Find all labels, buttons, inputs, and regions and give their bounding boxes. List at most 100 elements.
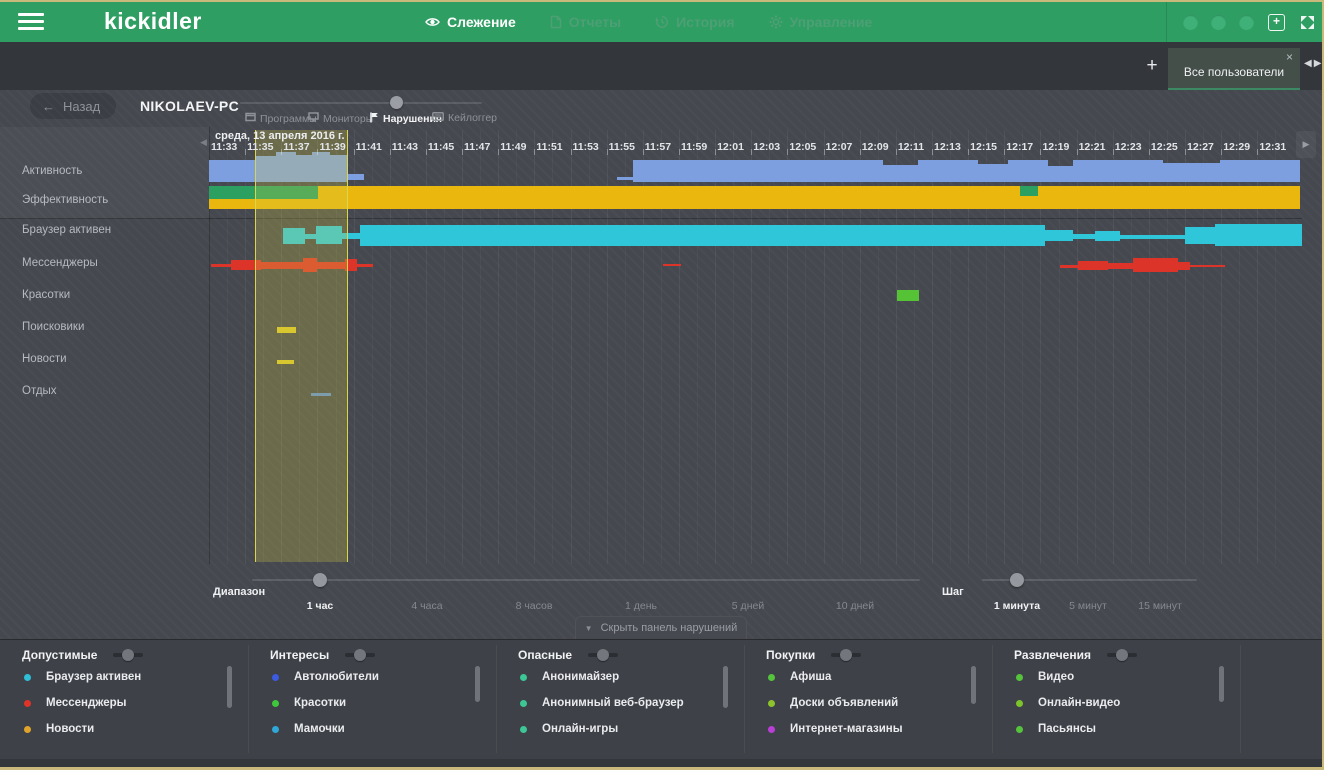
- timeline-bar-activity: [1073, 160, 1163, 182]
- group-toggle-switch[interactable]: [345, 649, 376, 661]
- violations-item[interactable]: Пасьянсы: [1016, 723, 1096, 735]
- slider-option[interactable]: 1 день: [625, 600, 657, 612]
- violations-item[interactable]: Браузер активен: [24, 671, 141, 683]
- fullscreen-icon[interactable]: [1299, 14, 1316, 31]
- menu-item-eye[interactable]: Слежение: [425, 14, 516, 30]
- slider-option[interactable]: 5 минут: [1069, 600, 1107, 612]
- triangle-down-icon: ▼: [584, 623, 593, 633]
- session-indicator-dot[interactable]: [1183, 14, 1198, 30]
- gridline: [606, 130, 608, 564]
- mode-keyboard[interactable]: Кейлоггер: [432, 112, 497, 124]
- slider-option[interactable]: 15 минут: [1138, 600, 1182, 612]
- slider-option[interactable]: 1 минута: [993, 600, 1041, 612]
- violations-item[interactable]: Онлайн-игры: [520, 723, 618, 735]
- violations-item[interactable]: Афиша: [768, 671, 831, 683]
- mode-window[interactable]: Программы: [245, 112, 317, 125]
- time-tick: 12:11: [897, 141, 925, 153]
- violations-item[interactable]: Мессенджеры: [24, 697, 127, 709]
- timeline-scroll-left-icon[interactable]: ◀: [200, 137, 207, 147]
- time-tick: 12:13: [934, 141, 961, 153]
- timeline-bar-browser: [1215, 224, 1302, 246]
- menu-item-history[interactable]: История: [655, 14, 735, 30]
- category-label: Онлайн-видео: [1038, 697, 1121, 709]
- slider-option[interactable]: 5 дней: [731, 600, 765, 612]
- mode-monitor[interactable]: Мониторы: [308, 112, 373, 125]
- category-color-dot: [1016, 699, 1023, 707]
- group-toggle-switch[interactable]: [1106, 649, 1137, 661]
- category-color-dot: [24, 673, 31, 681]
- range-slider-track[interactable]: [252, 579, 920, 581]
- gridline: [281, 130, 283, 564]
- violations-group-title: Допустимые: [22, 648, 98, 662]
- timeline-scroll-right-icon[interactable]: ▶: [1296, 131, 1316, 158]
- slider-option[interactable]: 4 часа: [411, 600, 443, 612]
- violations-item[interactable]: Мамочки: [272, 723, 345, 735]
- group-scrollbar-thumb[interactable]: [723, 666, 728, 708]
- group-separator: [496, 645, 497, 753]
- menu-item-report[interactable]: Отчеты: [550, 14, 621, 30]
- timeline-bar-messengers: [1078, 261, 1108, 270]
- timeline-bar-activity: [1220, 160, 1300, 182]
- slider-option[interactable]: 1 час: [306, 600, 334, 612]
- slider-option[interactable]: 10 дней: [835, 600, 875, 612]
- timeline-bar-messengers: [1190, 265, 1225, 267]
- group-toggle-switch[interactable]: [831, 649, 862, 661]
- violations-item[interactable]: Красотки: [272, 697, 346, 709]
- timeline-bar-activity: [633, 160, 883, 182]
- slider-option[interactable]: 8 часов: [515, 600, 553, 612]
- violations-item[interactable]: Автолюбители: [272, 671, 379, 683]
- range-slider-label: Диапазон: [213, 586, 266, 598]
- menu-item-gear[interactable]: Управление: [769, 14, 872, 30]
- tick-mark: [859, 149, 861, 155]
- session-indicator-dot[interactable]: [1211, 14, 1226, 30]
- session-indicator-dot[interactable]: [1239, 14, 1254, 30]
- gear-icon: [769, 15, 783, 29]
- violations-item[interactable]: Анонимайзер: [520, 671, 619, 683]
- timeline-selection-region[interactable]: [255, 130, 348, 562]
- timeline-bar-news: [277, 360, 294, 364]
- step-slider-track[interactable]: [982, 579, 1197, 581]
- timeline-bar-activity: [209, 160, 256, 182]
- category-color-dot: [520, 699, 527, 707]
- step-slider-handle[interactable]: [1010, 573, 1024, 587]
- violations-group-0: Допустимые Браузер активен Мессенджеры Ново…: [10, 640, 258, 760]
- violations-item[interactable]: Доски объявлений: [768, 697, 898, 709]
- new-window-icon[interactable]: +: [1268, 13, 1285, 31]
- violations-item[interactable]: Онлайн-видео: [1016, 697, 1120, 709]
- category-label: Новости: [46, 723, 95, 735]
- back-button[interactable]: ← Назад: [30, 93, 117, 119]
- timeline-bar-activity: [1048, 166, 1073, 182]
- group-toggle-switch[interactable]: [113, 649, 144, 661]
- time-tick: 12:31: [1259, 141, 1287, 153]
- group-scrollbar-thumb[interactable]: [227, 666, 232, 708]
- timeline-bar-browser: [316, 226, 342, 244]
- category-color-dot: [24, 699, 31, 707]
- group-scrollbar-thumb[interactable]: [1219, 666, 1224, 702]
- timeline-bar-messengers: [345, 259, 357, 271]
- violations-item[interactable]: Новости: [24, 723, 94, 735]
- violations-item[interactable]: Видео: [1016, 671, 1074, 683]
- violations-group-title: Опасные: [518, 648, 573, 662]
- group-scrollbar-thumb[interactable]: [971, 666, 976, 704]
- hide-violations-panel-button[interactable]: ▼ Скрыть панель нарушений: [575, 616, 747, 639]
- tab-scroll-arrows[interactable]: ◀▶: [1304, 58, 1324, 69]
- violations-item[interactable]: Интернет-магазины: [768, 723, 903, 735]
- mode-slider-track[interactable]: [240, 102, 482, 104]
- mode-flag[interactable]: Нарушения: [369, 112, 442, 126]
- violations-group-3: Покупки Афиша Доски объявлений Интернет-маг…: [754, 640, 1002, 760]
- mode-slider-handle[interactable]: [390, 96, 403, 109]
- time-tick: 12:17: [1006, 141, 1034, 153]
- timeline-bar-messengers: [261, 262, 303, 269]
- add-tab-button[interactable]: +: [1146, 55, 1158, 76]
- violations-panel: Допустимые Браузер активен Мессенджеры Ново…: [0, 639, 1322, 760]
- violations-item[interactable]: Анонимный веб-браузер: [520, 697, 684, 709]
- group-scrollbar-thumb[interactable]: [475, 666, 480, 702]
- hamburger-menu-icon[interactable]: [18, 13, 44, 31]
- mode-label: Кейлоггер: [448, 112, 498, 124]
- range-slider-handle[interactable]: [313, 573, 327, 587]
- tab-all-users[interactable]: Все пользователи ×: [1168, 48, 1300, 90]
- tab-close-icon[interactable]: ×: [1285, 50, 1293, 64]
- group-toggle-switch[interactable]: [588, 649, 619, 661]
- category-label: Интернет-магазины: [790, 723, 903, 735]
- time-tick: 11:35: [247, 141, 274, 153]
